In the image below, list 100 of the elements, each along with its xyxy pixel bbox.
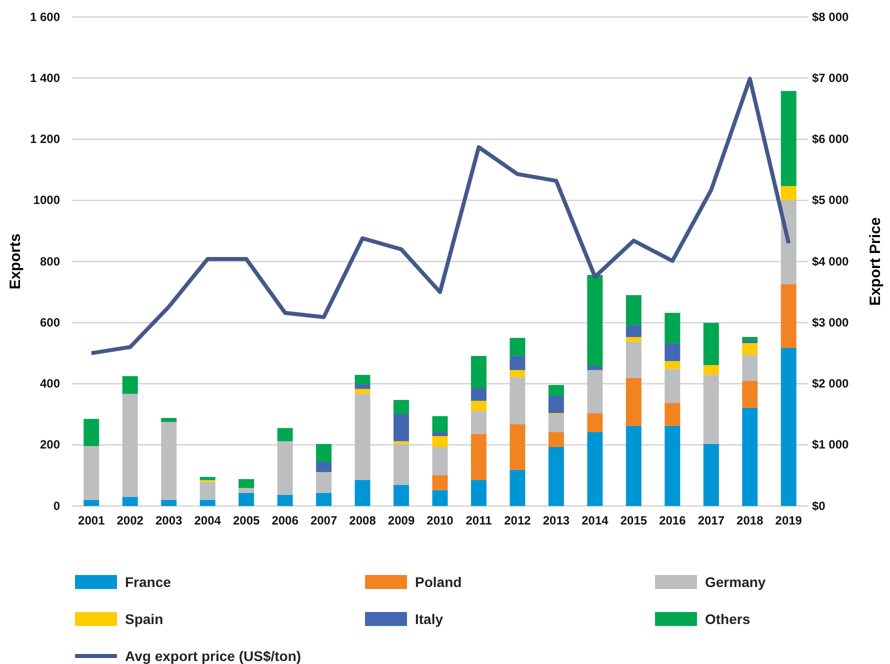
bar — [626, 378, 642, 426]
bar — [510, 470, 526, 506]
bar — [200, 476, 216, 480]
bar — [200, 500, 216, 506]
bar — [587, 366, 603, 370]
bar — [587, 413, 603, 432]
bar — [548, 384, 564, 396]
bar — [510, 356, 526, 370]
bar — [277, 428, 293, 442]
bar — [238, 492, 254, 506]
bar — [703, 365, 719, 375]
x-tick-label: 2019 — [775, 514, 802, 528]
x-tick-label: 2012 — [504, 514, 532, 528]
bar — [703, 374, 719, 444]
bar — [200, 482, 216, 500]
bar — [277, 494, 293, 506]
bar — [470, 388, 486, 401]
bar — [510, 424, 526, 470]
bar — [664, 369, 680, 404]
y2-tick-label: $2 000 — [812, 376, 850, 391]
y-tick-label: 200 — [40, 438, 60, 452]
bar — [316, 444, 332, 462]
bar — [394, 400, 410, 414]
bar — [316, 472, 332, 493]
bar — [587, 274, 603, 366]
bar — [470, 400, 486, 411]
x-tick-label: 2016 — [659, 514, 686, 528]
bar — [510, 370, 526, 378]
y2-tick-label: $0 — [812, 498, 826, 513]
bar — [780, 186, 796, 200]
bar — [354, 374, 370, 384]
bar — [587, 370, 603, 414]
y2-tick-label: $5 000 — [812, 193, 850, 208]
y2-tick-label: $8 000 — [812, 10, 850, 24]
y-tick-label: 1 400 — [30, 70, 60, 85]
legend-label: Germany — [705, 574, 766, 590]
y2-tick-label: $4 000 — [812, 254, 850, 268]
bar — [664, 343, 680, 362]
bar — [548, 432, 564, 448]
bar — [84, 500, 100, 506]
x-tick-label: 2010 — [426, 514, 454, 528]
x-tick-label: 2015 — [620, 514, 648, 528]
legend-label: France — [125, 574, 172, 590]
y-tick-label: 800 — [40, 254, 60, 268]
bar — [742, 408, 758, 506]
x-tick-label: 2007 — [310, 514, 338, 528]
bar — [548, 447, 564, 506]
bar — [470, 434, 486, 480]
x-tick-label: 2004 — [194, 514, 222, 528]
x-tick-label: 2018 — [736, 514, 764, 528]
y2-axis-title: Export Price — [867, 217, 884, 306]
y-tick-label: 1 600 — [30, 10, 60, 24]
bar — [394, 441, 410, 444]
bar — [238, 479, 254, 488]
bar — [122, 376, 138, 394]
bar — [742, 340, 758, 344]
bar — [161, 418, 177, 422]
bar — [626, 295, 642, 326]
bar — [626, 426, 642, 506]
bar — [432, 436, 448, 448]
bar — [316, 462, 332, 472]
legend-label: Poland — [415, 574, 462, 590]
bar — [394, 444, 410, 485]
x-tick-label: 2001 — [78, 514, 106, 528]
bar — [780, 90, 796, 186]
bar — [742, 355, 758, 381]
legend-label: Avg export price (US$/ton) — [125, 648, 302, 664]
bar — [354, 480, 370, 506]
bar — [664, 361, 680, 370]
bar — [742, 381, 758, 408]
x-tick-label: 2014 — [582, 514, 609, 528]
bar — [510, 338, 526, 356]
x-tick-label: 2011 — [466, 514, 492, 528]
bar — [394, 484, 410, 506]
bar — [84, 418, 100, 446]
legend-label: Italy — [415, 611, 444, 627]
bar — [587, 432, 603, 506]
bar — [780, 284, 796, 348]
bar — [548, 414, 564, 432]
x-tick-label: 2003 — [155, 514, 183, 528]
bar — [780, 348, 796, 506]
y-axis-title: Exports — [7, 234, 24, 290]
bar — [664, 312, 680, 344]
line-series — [89, 76, 791, 356]
bar — [122, 496, 138, 506]
bar — [84, 446, 100, 500]
x-tick-label: 2006 — [272, 514, 299, 528]
x-tick-label: 2017 — [698, 514, 725, 528]
bar — [626, 342, 642, 378]
y-tick-label: 0 — [53, 498, 60, 513]
bar — [432, 416, 448, 432]
y2-tick-label: $1 000 — [812, 438, 850, 452]
bar — [354, 394, 370, 480]
x-tick-label: 2013 — [542, 514, 570, 528]
bar — [238, 488, 254, 493]
bar — [161, 422, 177, 500]
x-tick-label: 2002 — [116, 514, 144, 528]
bar — [742, 343, 758, 356]
bar — [470, 410, 486, 434]
bar — [626, 336, 642, 342]
